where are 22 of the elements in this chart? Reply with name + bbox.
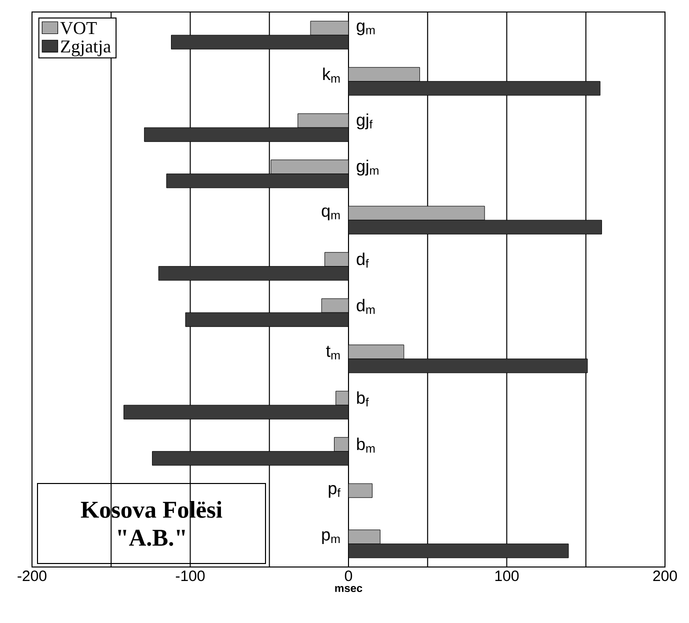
y-tick-label: gj$_{m}$ [356,160,378,176]
y-tick-label: g$_{m}$ [356,22,375,36]
y-tick-label: p$_{f}$ [328,485,340,498]
x-tick-label: -200 [18,570,46,582]
legend-label: Zgjatja [60,40,111,56]
y-tick-label: q$_{m}$ [322,208,340,220]
x-tick-label: 200 [653,570,677,582]
legend-label: VOT [60,22,97,34]
x-tick-label: 100 [495,570,519,582]
bar [348,483,372,498]
y-tick-label: d$_{m}$ [356,298,375,314]
y-tick-label: d$_{f}$ [356,252,369,268]
x-axis-title: msec [335,586,362,592]
y-tick-label: gj$_{f}$ [356,113,373,130]
annotation: "A.B." [118,530,185,546]
y-tick-label: t$_{m}$ [326,346,340,360]
x-tick-label: 0 [344,570,352,582]
y-tick-label: k$_{m}$ [323,68,340,83]
x-tick-label: -100 [176,570,205,582]
y-tick-label: b$_{f}$ [357,391,369,406]
y-tick-label: b$_{m}$ [357,438,375,453]
y-tick-label: p$_{m}$ [322,531,340,544]
